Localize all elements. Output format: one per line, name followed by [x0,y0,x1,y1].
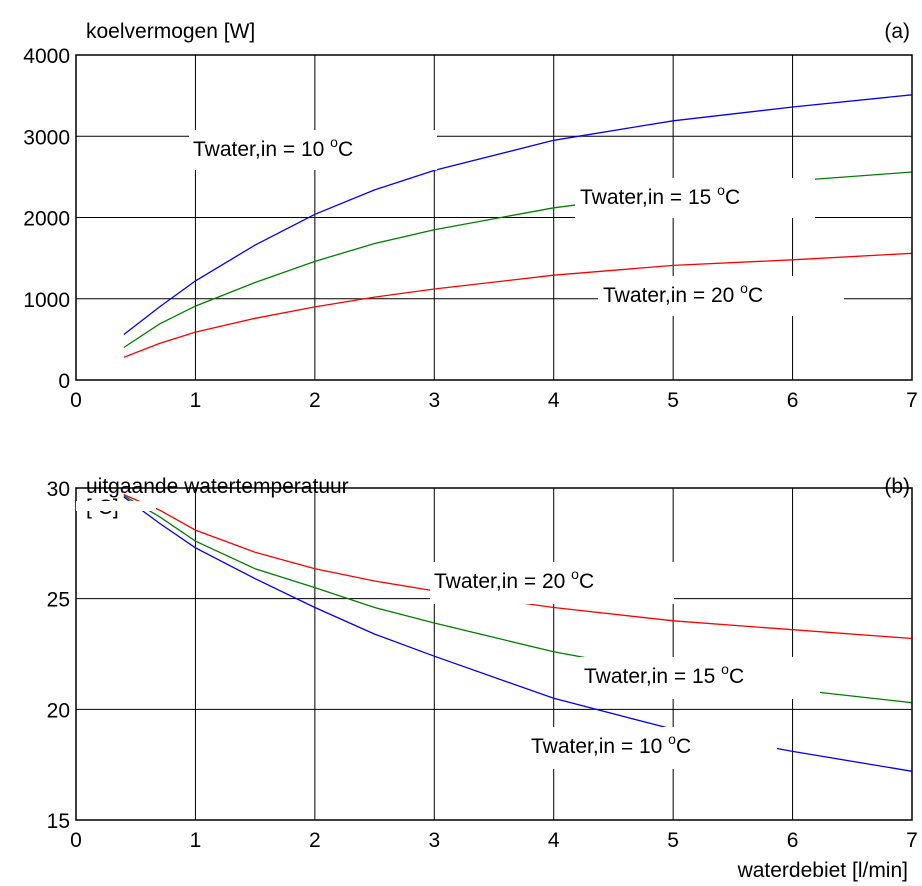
x-tick-label: 5 [667,829,679,852]
x-tick-label: 6 [787,829,799,852]
x-tick-label: 6 [787,389,799,412]
series-line [123,94,913,336]
x-tick-label: 4 [548,829,560,852]
x-tick-labels: 0 1 2 3 4 5 6 7 [70,389,918,412]
y-tick-label: 30 [47,478,70,501]
label-background [598,276,844,316]
annotation-label: Twater,in = 10 oC [531,731,691,758]
x-tick-label: 5 [667,389,679,412]
grid [75,487,913,821]
y-tick-label: 15 [47,810,70,833]
annotation-label: Twater,in = 15 oC [580,182,740,209]
plot-frame [75,54,913,381]
y-tick-labels: 0 1000 2000 3000 4000 [23,45,70,393]
y-tick-label: 1000 [23,289,70,312]
annotation-label: Twater,in = 10 oC [193,134,353,161]
annotation-label: Twater,in = 15 oC [584,661,744,688]
x-tick-label: 7 [906,389,918,412]
label-background [76,501,156,511]
y-tick-label: 3000 [23,126,70,149]
plot-frame [75,487,913,821]
x-tick-label: 4 [548,389,560,412]
y-tick-label: 4000 [23,45,70,68]
series-line [123,494,913,640]
annotation-label: Twater,in = 20 oC [434,566,594,593]
y-tick-label: 0 [58,370,70,393]
label-backgrounds [430,562,820,769]
panel-label: (b) [884,475,910,498]
y-tick-label: 20 [47,699,70,722]
x-tick-label: 2 [309,829,321,852]
label-background [575,178,815,218]
panel-label: (a) [884,20,910,43]
y-axis-label: uitgaande watertemperatuur [86,475,349,498]
label-background [430,562,674,604]
x-tick-label: 7 [906,829,918,852]
series-line [123,496,913,772]
label-background [189,130,437,170]
series-line [123,252,913,358]
x-tick-label: 3 [428,389,440,412]
annotation-label: Twater,in = 20 oC [603,280,763,307]
chart-panel-b: 15 20 25 30 0 1 2 3 4 5 6 7 uitgaande watertempera… [47,475,918,882]
y-tick-label: 2000 [23,208,70,231]
y-axis-label: koelvermogen [W] [86,20,255,43]
x-tick-label: 1 [190,829,202,852]
x-axis-label: waterdebiet [l/min] [737,859,908,882]
label-backgrounds [189,130,844,316]
chart-panel-a: 0 1000 2000 3000 4000 0 1 2 3 4 5 6 7 koelvermogen … [23,20,918,412]
label-background [527,727,777,769]
y-tick-label: 25 [47,589,70,612]
x-tick-label: 0 [70,389,82,412]
x-tick-labels: 0 1 2 3 4 5 6 7 [70,829,918,852]
x-tick-label: 3 [428,829,440,852]
y-tick-labels: 15 20 25 30 [47,478,70,833]
x-tick-label: 0 [70,829,82,852]
series-group [123,494,913,772]
x-tick-label: 2 [309,389,321,412]
x-tick-label: 1 [190,389,202,412]
label-background [580,657,820,699]
